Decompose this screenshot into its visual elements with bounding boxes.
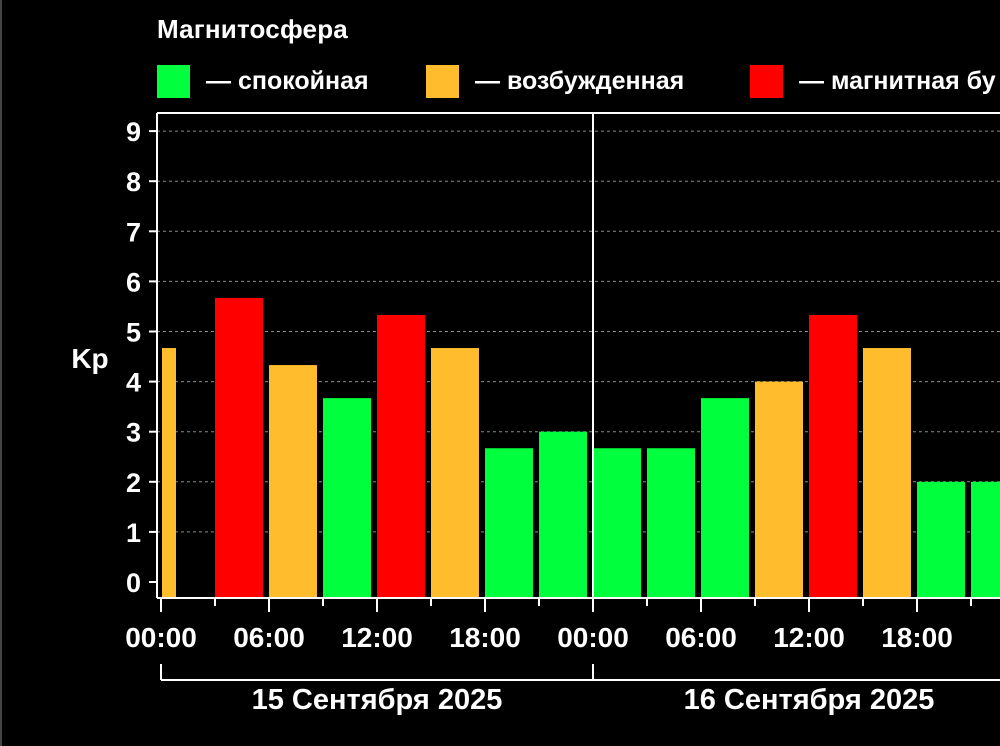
bar-2 xyxy=(269,365,317,598)
bar-6 xyxy=(485,448,533,598)
bar-12 xyxy=(809,314,857,598)
x-tick-label-6: 12:00 xyxy=(773,622,845,653)
bar-0 xyxy=(162,348,176,598)
y-tick-label-8: 8 xyxy=(126,167,141,197)
bar-13 xyxy=(863,348,911,598)
x-tick-label-1: 06:00 xyxy=(233,622,305,653)
y-tick-label-3: 3 xyxy=(126,418,141,448)
y-tick-label-6: 6 xyxy=(126,267,141,297)
bar-9 xyxy=(647,448,695,598)
legend-swatch-storm xyxy=(750,64,783,98)
bar-1 xyxy=(215,297,263,598)
bar-4 xyxy=(377,314,425,598)
bar-11 xyxy=(755,381,803,598)
legend-item-excited: — возбужденная xyxy=(426,64,684,98)
day-label-1: 16 Сентября 2025 xyxy=(684,684,935,716)
y-axis-label: Kp xyxy=(71,343,108,374)
bar-7 xyxy=(539,431,587,598)
x-tick-label-4: 00:00 xyxy=(557,622,629,653)
bar-10 xyxy=(701,398,749,598)
tick-labels: 0 1 2 3 4 5 6 7 8 9 00:00 06:00 12:00 18:00 00:00 06:00… xyxy=(125,117,953,716)
bar-3 xyxy=(323,398,371,598)
y-tick-label-9: 9 xyxy=(126,117,141,147)
bar-14 xyxy=(917,481,965,598)
legend-swatch-quiet xyxy=(157,64,190,98)
x-tick-label-7: 18:00 xyxy=(881,622,953,653)
x-tick-label-3: 18:00 xyxy=(449,622,521,653)
y-tick-label-5: 5 xyxy=(126,318,141,348)
legend-label-storm: — магнитная бу xyxy=(799,66,996,95)
legend-item-quiet: — спокойная xyxy=(157,64,369,98)
day-label-0: 15 Сентября 2025 xyxy=(252,684,503,716)
legend-swatch-excited xyxy=(426,64,459,98)
legend-title: Магнитосфера xyxy=(157,14,348,44)
legend-label-quiet: — спокойная xyxy=(206,66,369,95)
y-tick-label-4: 4 xyxy=(126,368,141,398)
legend-label-excited: — возбужденная xyxy=(475,66,685,95)
bar-8 xyxy=(593,448,641,598)
x-tick-label-5: 06:00 xyxy=(665,622,737,653)
bar-5 xyxy=(431,348,479,598)
legend-item-storm: — магнитная бу xyxy=(750,64,996,98)
y-tick-label-7: 7 xyxy=(126,217,141,247)
y-tick-label-1: 1 xyxy=(126,518,141,548)
axes xyxy=(149,112,1000,681)
window-left-edge xyxy=(0,0,2,746)
y-tick-label-2: 2 xyxy=(126,468,141,498)
x-tick-label-2: 12:00 xyxy=(341,622,413,653)
x-tick-label-0: 00:00 xyxy=(125,622,197,653)
bar-15 xyxy=(971,481,1000,598)
y-tick-label-0: 0 xyxy=(126,568,141,598)
bars xyxy=(162,297,1000,598)
